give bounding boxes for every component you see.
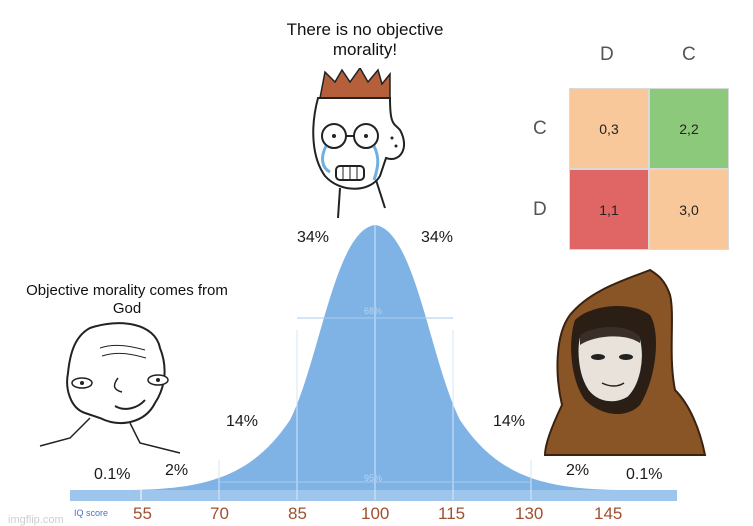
matrix-cell: 0,3	[569, 88, 649, 169]
smiling-wojak-icon	[39, 322, 181, 454]
matrix-col-header: C	[682, 44, 696, 65]
tick-label: 145	[594, 504, 623, 523]
band95-label: 95%	[364, 473, 383, 483]
top-caption: There is no objective morality!	[286, 20, 444, 60]
left-caption: Objective morality comes from God	[26, 282, 228, 317]
matrix-cell: 3,0	[649, 169, 729, 250]
pct-right-mid: 14%	[493, 413, 526, 430]
hooded-monk-icon	[543, 268, 707, 456]
pct-left-far: 0.1%	[94, 466, 131, 483]
axis-bar	[70, 490, 677, 501]
tick-label: 130	[515, 504, 544, 523]
tick-label: 70	[210, 504, 229, 523]
tick-label: 85	[288, 504, 307, 523]
bell-curve-fill	[70, 225, 677, 500]
axis-label: IQ score	[74, 508, 109, 518]
band68-label: 68%	[364, 306, 383, 316]
matrix-col-header: D	[600, 44, 614, 65]
pct-left-center: 34%	[297, 229, 330, 246]
matrix-row-header: D	[533, 199, 547, 220]
pct-left-mid: 14%	[226, 413, 259, 430]
matrix-cell: 2,2	[649, 88, 729, 169]
matrix-row-header: C	[533, 118, 547, 139]
tick-label: 115	[438, 504, 466, 523]
pct-right-center: 34%	[421, 229, 454, 246]
tick-label: 55	[133, 504, 152, 523]
crying-wojak-icon	[312, 68, 405, 218]
matrix-cell: 1,1	[569, 169, 649, 250]
pct-left-tail: 2%	[165, 462, 189, 479]
pct-right-far: 0.1%	[626, 466, 663, 483]
watermark: imgflip.com	[8, 514, 64, 526]
pct-right-tail: 2%	[566, 462, 590, 479]
tick-label: 100	[361, 504, 390, 523]
